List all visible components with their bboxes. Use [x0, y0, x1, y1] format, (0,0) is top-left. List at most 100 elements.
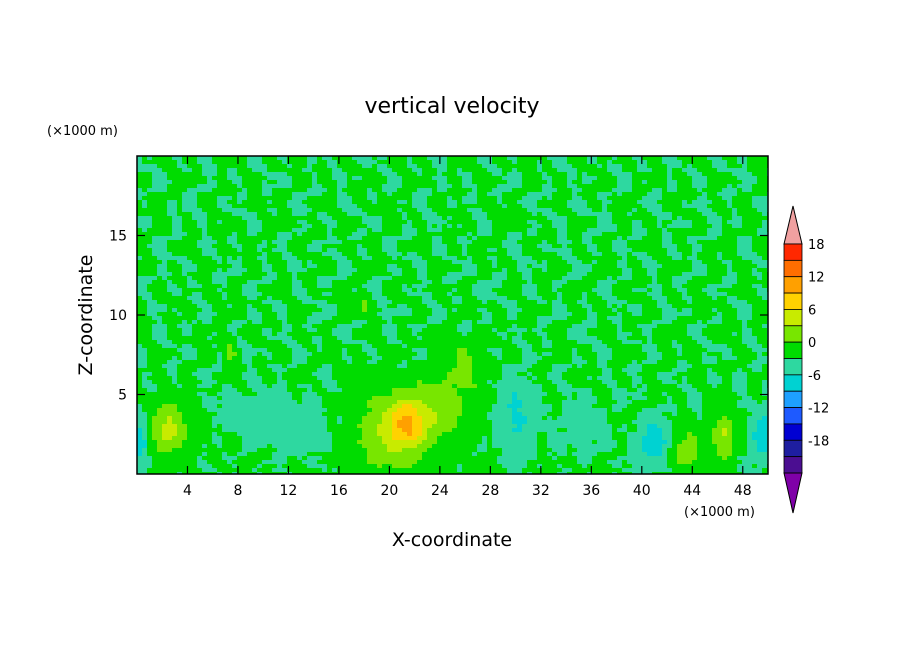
- field-cell: [277, 268, 283, 273]
- field-cell: [617, 216, 623, 221]
- field-cell: [272, 264, 278, 269]
- field-cell: [537, 192, 543, 197]
- field-cell: [392, 304, 398, 309]
- field-cell: [277, 184, 283, 189]
- field-cell: [252, 248, 258, 253]
- field-cell: [297, 260, 303, 265]
- field-cell: [327, 216, 333, 221]
- field-cell: [347, 192, 353, 197]
- field-cell: [547, 192, 553, 197]
- field-cell: [672, 304, 678, 309]
- field-cell: [667, 224, 673, 229]
- field-cell: [542, 264, 548, 269]
- field-cell: [677, 268, 683, 273]
- field-cell: [762, 268, 768, 273]
- field-cell: [367, 216, 373, 221]
- field-cell: [477, 288, 483, 293]
- field-cell: [562, 216, 568, 221]
- field-cell: [192, 176, 198, 181]
- field-cell: [537, 276, 543, 281]
- field-cell: [617, 280, 623, 285]
- field-cell: [642, 252, 648, 257]
- field-cell: [607, 248, 613, 253]
- field-cell: [242, 156, 248, 161]
- field-cell: [457, 216, 463, 221]
- field-cell: [222, 292, 228, 297]
- field-cell: [417, 224, 423, 229]
- field-cell: [427, 196, 433, 201]
- field-cell: [562, 308, 568, 313]
- field-cell: [457, 272, 463, 277]
- field-cell: [422, 228, 428, 233]
- field-cell: [462, 260, 468, 265]
- field-cell: [247, 280, 253, 285]
- field-cell: [502, 212, 508, 217]
- field-cell: [672, 164, 678, 169]
- field-cell: [547, 156, 553, 161]
- field-cell: [257, 224, 263, 229]
- field-cell: [232, 312, 238, 317]
- field-cell: [692, 212, 698, 217]
- field-cell: [717, 216, 723, 221]
- field-cell: [222, 172, 228, 177]
- field-cell: [577, 264, 583, 269]
- field-cell: [177, 260, 183, 265]
- field-cell: [752, 244, 758, 249]
- field-cell: [712, 176, 718, 181]
- field-cell: [372, 244, 378, 249]
- field-cell: [762, 240, 768, 245]
- field-cell: [307, 276, 313, 281]
- field-cell: [507, 160, 513, 165]
- field-cell: [407, 288, 413, 293]
- field-cell: [497, 300, 503, 305]
- field-cell: [502, 200, 508, 205]
- field-cell: [147, 180, 153, 185]
- field-cell: [522, 216, 528, 221]
- field-cell: [752, 224, 758, 229]
- field-cell: [167, 296, 173, 301]
- field-cell: [592, 192, 598, 197]
- field-cell: [742, 260, 748, 265]
- field-cell: [192, 196, 198, 201]
- field-cell: [162, 228, 168, 233]
- field-cell: [247, 220, 253, 225]
- field-cell: [627, 304, 633, 309]
- field-cell: [707, 156, 713, 161]
- field-cell: [452, 260, 458, 265]
- field-cell: [567, 156, 573, 161]
- field-cell: [752, 164, 758, 169]
- field-cell: [512, 308, 518, 313]
- field-cell: [292, 172, 298, 177]
- field-cell: [337, 224, 343, 229]
- field-cell: [392, 252, 398, 257]
- field-cell: [382, 232, 388, 237]
- field-cell: [487, 268, 493, 273]
- field-cell: [272, 284, 278, 289]
- field-cell: [217, 256, 223, 261]
- field-cell: [357, 172, 363, 177]
- field-cell: [347, 300, 353, 305]
- field-cell: [742, 228, 748, 233]
- field-cell: [387, 268, 393, 273]
- field-cell: [287, 176, 293, 181]
- field-cell: [687, 204, 693, 209]
- field-cell: [502, 256, 508, 261]
- field-cell: [202, 232, 208, 237]
- field-cell: [627, 188, 633, 193]
- field-cell: [707, 188, 713, 193]
- field-cell: [202, 176, 208, 181]
- field-cell: [242, 212, 248, 217]
- field-cell: [527, 216, 533, 221]
- field-cell: [582, 200, 588, 205]
- field-cell: [387, 204, 393, 209]
- field-cell: [512, 304, 518, 309]
- field-cell: [627, 228, 633, 233]
- field-cell: [372, 264, 378, 269]
- field-cell: [247, 184, 253, 189]
- field-cell: [752, 160, 758, 165]
- field-cell: [517, 268, 523, 273]
- field-cell: [442, 244, 448, 249]
- field-cell: [212, 216, 218, 221]
- field-cell: [312, 296, 318, 301]
